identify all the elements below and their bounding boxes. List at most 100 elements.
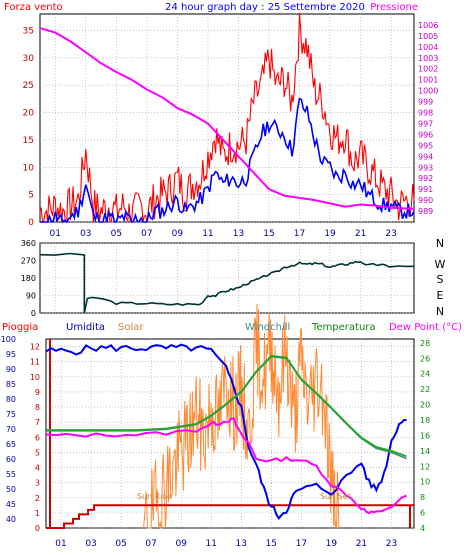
panel3-rain-tick-label: 3	[35, 479, 40, 488]
wind-direction-line	[39, 252, 415, 314]
panel1-right-tick-label: 997	[418, 119, 433, 128]
panel3-rain-tick-label: 8	[35, 403, 40, 412]
panel1-x-tick-label: 01	[50, 229, 61, 239]
wind-direction-panel: 0 90 180 270 360	[21, 239, 415, 318]
top-right-label: Pressione	[370, 2, 418, 13]
panel1-x-tick-label: 15	[263, 229, 274, 239]
panel3-humidity-tick-label: 85	[6, 380, 16, 389]
compass-label-west: W	[435, 258, 446, 271]
humidity-line	[45, 343, 407, 521]
panel3-humidity-tick-label: 90	[6, 365, 16, 374]
rain-legend: Pioggia	[2, 322, 38, 333]
panel3-humidity-tick-label: 65	[6, 440, 16, 449]
panel3-rain-tick-label: 6	[35, 433, 40, 442]
panel3-rain-tick-label: 12	[30, 343, 40, 352]
panel3-x-tick-label: 21	[356, 539, 367, 549]
panel1-right-tick-label: 1006	[418, 21, 438, 30]
windchill-legend: Windchill	[245, 322, 290, 333]
wind-speed-line	[39, 12, 415, 224]
panel3-humidity-tick-label: 45	[6, 500, 16, 509]
panel1-right-tick-label: 998	[418, 109, 433, 118]
panel3-x-tick-label: 13	[236, 539, 247, 549]
compass-label-north-bottom: N	[436, 305, 444, 318]
solar-legend: Solar	[118, 322, 144, 333]
panel3-humidity-tick-label: 40	[6, 515, 16, 524]
panel1-right-tick-label: 993	[418, 163, 433, 172]
panel3-rain-tick-label: 9	[35, 388, 40, 397]
temperature-legend: Temperatura	[311, 322, 376, 333]
dewpoint-legend: Dew Point (°C)	[389, 322, 462, 333]
panel3-rain-tick-label: 2	[35, 494, 40, 503]
compass-label-north-top: N	[436, 237, 444, 250]
panel3-rain-tick-label: 11	[30, 358, 40, 367]
panel1-right-tick-label: 999	[418, 98, 433, 107]
compass-label-east: E	[437, 289, 444, 302]
panel3-x-tick-label: 15	[266, 539, 277, 549]
panel3-temperature-tick-label: 26	[420, 354, 430, 363]
panel3-x-tick-label: 07	[145, 539, 156, 549]
panel1-right-tick-label: 1005	[418, 32, 438, 41]
panel1-left-tick-label: 35	[23, 26, 34, 36]
panel2-y-tick-label: 180	[21, 274, 36, 283]
panel1-right-tick-label: 990	[418, 196, 433, 205]
panel1-right-tick-label: 1001	[418, 76, 438, 85]
rain-humidity-temperature-panel: 01 03 05 07 09 11 13 15 17 19 21 234045505560657075…	[1, 304, 430, 549]
panel1-right-tick-label: 1003	[418, 54, 438, 63]
panel1-left-tick-label: 25	[23, 81, 34, 91]
panel1-right-tick-label: 996	[418, 130, 433, 139]
panel2-y-tick-label: 270	[21, 257, 36, 266]
panel3-humidity-tick-label: 95	[6, 350, 16, 359]
panel3-temperature-tick-label: 16	[420, 431, 430, 440]
panel3-x-tick-label: 23	[386, 539, 397, 549]
panel1-right-tick-label: 1002	[418, 65, 438, 74]
panel2-y-tick-label: 360	[21, 239, 36, 248]
panel1-right-tick-label: 1000	[418, 87, 438, 96]
panel3-humidity-tick-label: 75	[6, 410, 16, 419]
panel3-temperature-tick-label: 12	[420, 462, 430, 471]
panel3-temperature-tick-label: 20	[420, 401, 430, 410]
panel3-humidity-tick-label: 100	[1, 335, 16, 344]
panel3-rain-tick-label: 7	[35, 418, 40, 427]
panel3-temperature-tick-label: 22	[420, 385, 430, 394]
panel1-x-tick-label: 05	[111, 229, 122, 239]
panel3-temperature-tick-label: 14	[420, 447, 430, 456]
panel3-humidity-tick-label: 60	[6, 455, 16, 464]
rain-line	[46, 504, 414, 529]
top-left-label: Forza vento	[4, 2, 63, 13]
panel3-temperature-tick-label: 8	[420, 493, 425, 502]
panel1-frame	[39, 13, 415, 223]
sunset-label: Sun Set	[320, 492, 351, 501]
panel3-temperature-tick-label: 24	[420, 370, 430, 379]
panel1-left-tick-label: 30	[23, 54, 35, 64]
panel1-x-tick-label: 09	[172, 229, 184, 239]
panel1-right-tick-label: 989	[418, 207, 433, 216]
panel1-x-tick-label: 19	[324, 229, 336, 239]
panel3-temperature-tick-label: 4	[420, 524, 425, 533]
graph-title: 24 hour graph day : 25 Settembre 2020	[165, 2, 365, 13]
panel3-temperature-tick-label: 28	[420, 339, 430, 348]
panel3-x-tick-label: 19	[326, 539, 338, 549]
humidity-legend: Umidita	[66, 322, 105, 333]
panel3-temperature-tick-label: 10	[420, 478, 430, 487]
panel1-right-tick-label: 992	[418, 174, 433, 183]
panel3-humidity-tick-label: 55	[6, 470, 16, 479]
panel3-humidity-tick-label: 80	[6, 395, 16, 404]
panel1-right-tick-label: 995	[418, 141, 433, 150]
wind-average-line	[40, 97, 415, 224]
panel1-x-tick-label: 17	[294, 229, 305, 239]
panel1-left-tick-label: 0	[28, 218, 34, 228]
panel3-temperature-tick-label: 18	[420, 416, 430, 425]
dewpoint-line	[45, 417, 407, 515]
panel3-x-tick-label: 17	[296, 539, 307, 549]
panel3-rain-tick-label: 4	[35, 464, 40, 473]
panel3-x-tick-label: 05	[115, 539, 126, 549]
panel1-x-tick-label: 21	[355, 229, 366, 239]
panel1-left-tick-label: 15	[23, 136, 34, 146]
panel1-right-tick-label: 994	[418, 152, 433, 161]
compass-label-south: S	[437, 273, 444, 286]
panel3-x-tick-label: 11	[205, 539, 216, 549]
panel3-rain-tick-label: 1	[35, 509, 40, 518]
panel3-x-tick-label: 01	[55, 539, 66, 549]
panel1-x-tick-label: 07	[141, 229, 152, 239]
